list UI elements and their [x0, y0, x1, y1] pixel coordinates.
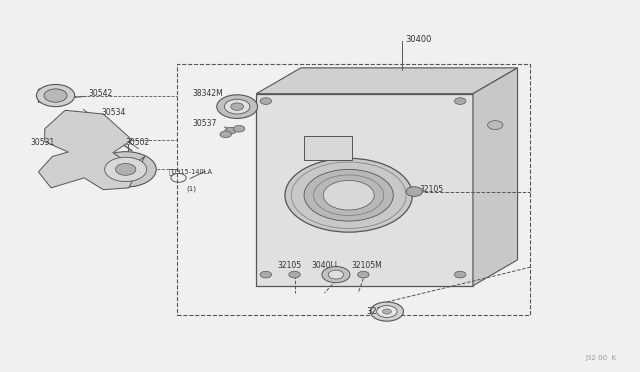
Circle shape: [323, 180, 374, 210]
Circle shape: [285, 158, 412, 232]
Text: ⑈0915-140LA: ⑈0915-140LA: [168, 168, 212, 174]
Circle shape: [225, 127, 237, 134]
Text: 32109: 32109: [366, 307, 392, 316]
Text: (1): (1): [186, 186, 196, 192]
Text: 32105: 32105: [277, 261, 301, 270]
Circle shape: [358, 271, 369, 278]
Text: 38342M: 38342M: [193, 89, 223, 98]
Text: 30542: 30542: [89, 89, 113, 98]
Text: 30400: 30400: [405, 35, 432, 44]
Circle shape: [377, 306, 397, 317]
Bar: [304, 136, 352, 160]
Circle shape: [383, 309, 392, 314]
Polygon shape: [256, 94, 473, 286]
Circle shape: [322, 266, 350, 283]
Bar: [177, 64, 531, 315]
Text: 3040LJ: 3040LJ: [312, 261, 338, 270]
Text: 30531: 30531: [31, 138, 55, 147]
Circle shape: [328, 270, 344, 279]
Circle shape: [225, 99, 250, 114]
Polygon shape: [473, 68, 518, 286]
Circle shape: [115, 163, 136, 175]
Circle shape: [371, 302, 403, 321]
Circle shape: [231, 103, 244, 110]
Text: 32105M: 32105M: [351, 261, 382, 270]
Polygon shape: [38, 110, 145, 190]
Circle shape: [234, 125, 245, 132]
Circle shape: [304, 169, 394, 221]
Circle shape: [95, 152, 156, 187]
Circle shape: [44, 89, 67, 102]
Circle shape: [260, 98, 271, 105]
Text: 30534: 30534: [101, 108, 126, 117]
Circle shape: [104, 157, 147, 182]
Text: 30502: 30502: [125, 138, 150, 147]
Circle shape: [454, 98, 466, 105]
Circle shape: [217, 95, 257, 118]
Polygon shape: [256, 68, 518, 94]
Text: J32 00  K: J32 00 K: [585, 355, 616, 361]
Circle shape: [289, 271, 300, 278]
Circle shape: [454, 271, 466, 278]
Circle shape: [488, 121, 503, 129]
Circle shape: [220, 131, 232, 138]
Circle shape: [260, 271, 271, 278]
Circle shape: [36, 84, 75, 107]
Circle shape: [406, 187, 422, 196]
Text: 32105: 32105: [419, 185, 444, 194]
Text: 30537: 30537: [193, 119, 217, 128]
